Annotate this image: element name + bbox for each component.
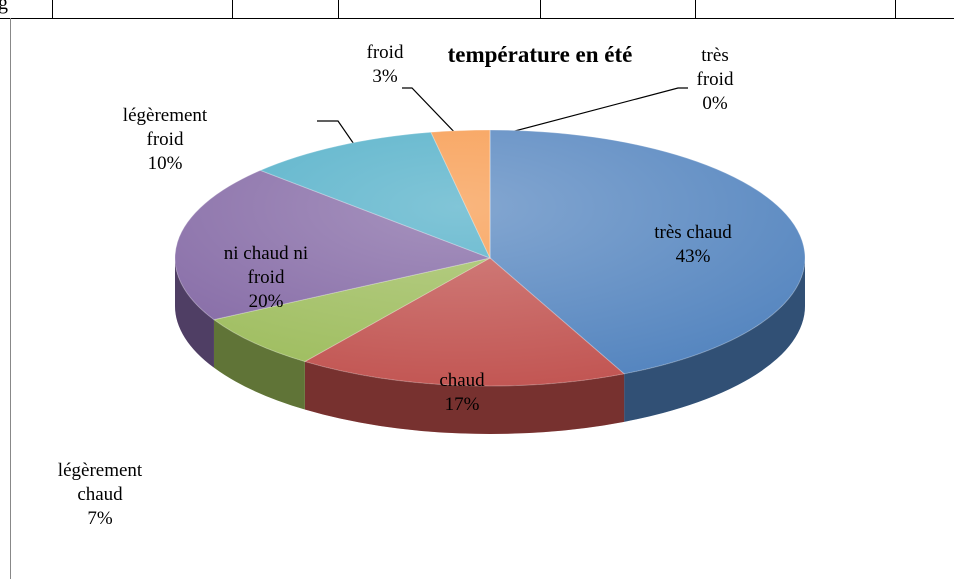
category-label: froid (366, 42, 404, 63)
data-label: légèrement chaud 7% (35, 459, 165, 531)
category-label: très chaud (654, 222, 732, 243)
data-label: chaud 17% (412, 369, 512, 417)
category-label: très froid (696, 45, 734, 90)
category-label: ni chaud ni froid (223, 243, 309, 288)
data-label: ni chaud ni froid 20% (209, 242, 324, 314)
data-label: légèrement froid 10% (105, 104, 225, 176)
value-label: 3% (372, 66, 398, 87)
value-label: 43% (675, 246, 711, 267)
value-label: 20% (248, 291, 284, 312)
data-label: froid 3% (355, 41, 415, 89)
value-label: 10% (147, 153, 183, 174)
category-label: légèrement froid (122, 105, 208, 150)
value-label: 0% (702, 93, 728, 114)
category-label: chaud (439, 370, 485, 391)
value-label: 17% (444, 394, 480, 415)
value-label: 7% (87, 508, 113, 529)
data-label: très froid 0% (685, 44, 745, 116)
table-fragment: g (0, 0, 8, 14)
category-label: légèrement chaud (57, 460, 143, 505)
chart-title: température en été (447, 42, 633, 67)
data-label: très chaud 43% (608, 221, 778, 269)
